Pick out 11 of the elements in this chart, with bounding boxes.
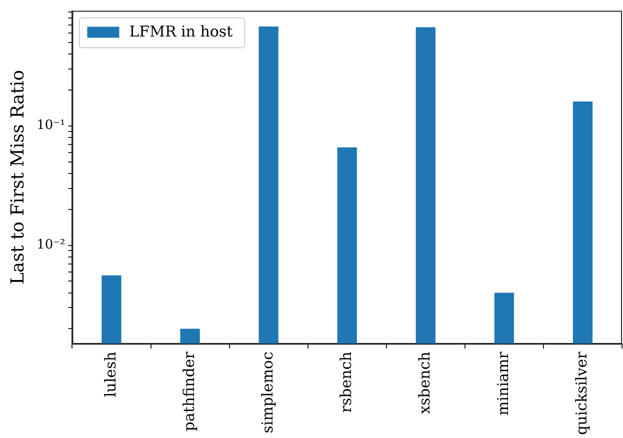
y-tick-label: 10⁻¹ [36,118,66,134]
y-tick-label: 10⁻² [36,238,66,253]
x-tick-label: pathfinder [180,350,198,432]
x-tick-label: xsbench [416,351,434,414]
y-axis-title: Last to First Miss Ratio [7,70,28,285]
x-tick-label: quicksilver [572,350,591,436]
x-tick-label: miniamr [494,350,512,416]
x-tick-label: rsbench [337,351,355,413]
x-tick-label: simplemoc [258,352,276,434]
legend-label: LFMR in host [129,22,233,41]
x-tick-label: lulesh [101,351,120,398]
